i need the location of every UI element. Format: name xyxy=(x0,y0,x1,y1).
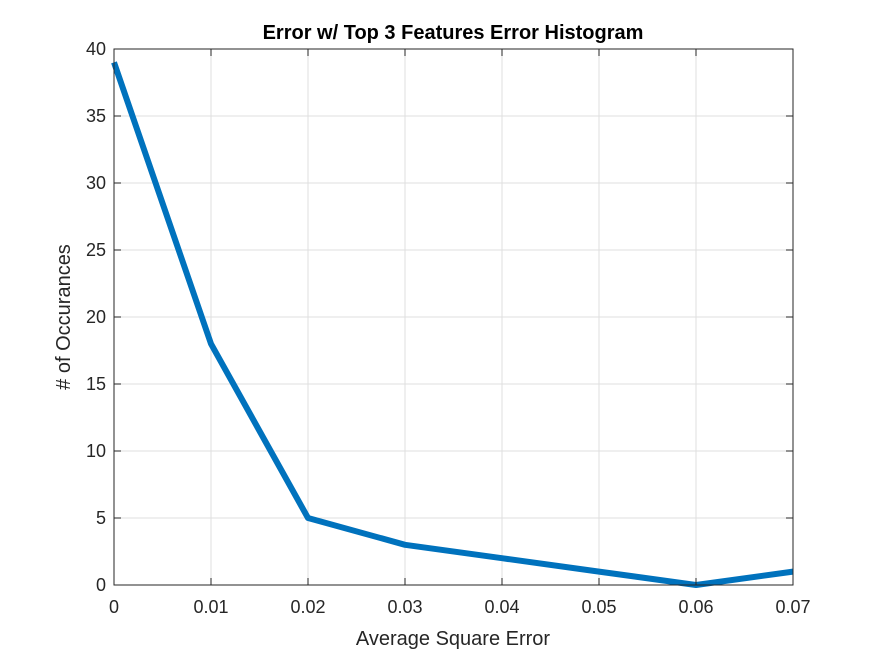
x-tick-label: 0 xyxy=(109,597,119,617)
chart-title: Error w/ Top 3 Features Error Histogram xyxy=(263,22,644,44)
y-tick-labels: 0 5 10 15 20 25 30 35 40 xyxy=(86,39,106,595)
x-tick-label: 0.04 xyxy=(484,597,519,617)
y-tick-label: 40 xyxy=(86,39,106,59)
grid-lines xyxy=(114,49,793,585)
y-tick-label: 15 xyxy=(86,374,106,394)
tick-marks xyxy=(113,48,794,586)
y-axis-label: # of Occurances xyxy=(53,244,75,390)
y-tick-label: 10 xyxy=(86,441,106,461)
x-tick-label: 0.05 xyxy=(581,597,616,617)
x-tick-labels: 0 0.01 0.02 0.03 0.04 0.05 0.06 0.07 xyxy=(109,597,811,617)
x-tick-label: 0.03 xyxy=(387,597,422,617)
x-tick-label: 0.01 xyxy=(193,597,228,617)
y-tick-label: 5 xyxy=(96,508,106,528)
x-tick-label: 0.07 xyxy=(775,597,810,617)
y-tick-label: 30 xyxy=(86,173,106,193)
y-tick-label: 20 xyxy=(86,307,106,327)
y-tick-label: 35 xyxy=(86,106,106,126)
x-tick-label: 0.06 xyxy=(678,597,713,617)
x-axis-label: Average Square Error xyxy=(356,628,551,650)
x-tick-label: 0.02 xyxy=(290,597,325,617)
y-tick-label: 25 xyxy=(86,240,106,260)
series-line xyxy=(111,61,794,588)
y-tick-label: 0 xyxy=(96,575,106,595)
